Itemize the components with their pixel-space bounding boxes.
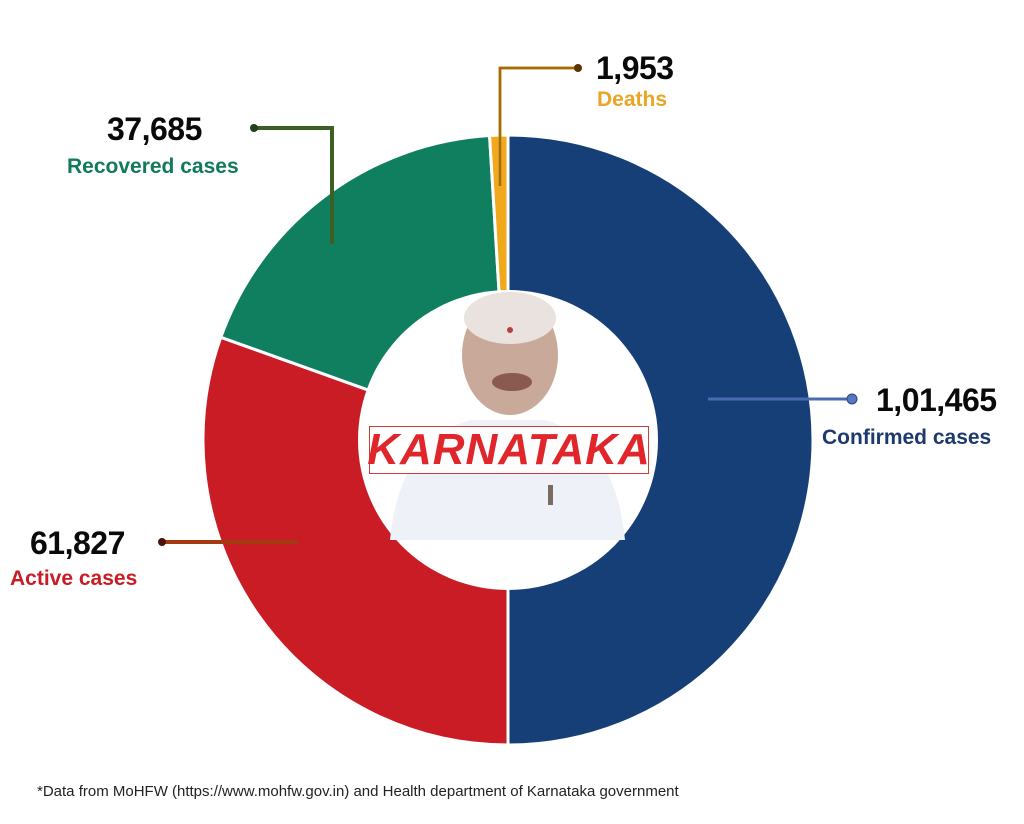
confirmed-label: Confirmed cases: [822, 426, 992, 449]
leader-line-active: [158, 538, 298, 546]
deaths-label: Deaths: [597, 88, 668, 111]
leader-line-confirmed: [708, 393, 858, 405]
donut-slices: [201, 133, 815, 747]
state-name-badge: KARNATAKA: [367, 425, 651, 474]
recovered-label: Recovered cases: [67, 155, 239, 178]
recovered-value: 37,685: [107, 111, 202, 147]
leader-line-recovered: [250, 124, 334, 244]
active-label: Active cases: [10, 567, 138, 590]
data-source-footnote: *Data from MoHFW (https://www.mohfw.gov.…: [37, 783, 679, 800]
state-name: KARNATAKA: [367, 425, 651, 474]
leader-line-deaths: [498, 64, 582, 186]
deaths-value: 1,953: [596, 50, 674, 86]
active-value: 61,827: [30, 525, 125, 561]
confirmed-value: 1,01,465: [876, 382, 997, 418]
